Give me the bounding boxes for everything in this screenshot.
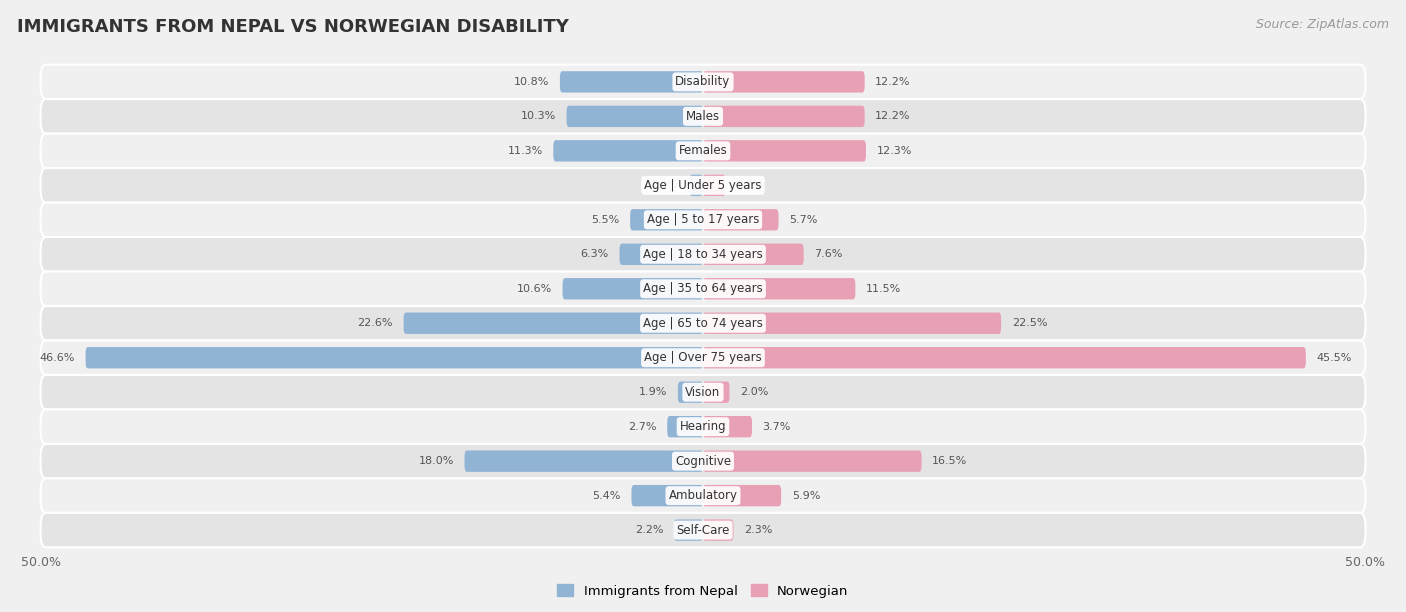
Text: Vision: Vision: [685, 386, 721, 398]
FancyBboxPatch shape: [560, 71, 703, 92]
Text: 10.8%: 10.8%: [515, 77, 550, 87]
Text: Age | 65 to 74 years: Age | 65 to 74 years: [643, 317, 763, 330]
Text: 22.6%: 22.6%: [357, 318, 392, 328]
FancyBboxPatch shape: [703, 278, 855, 299]
Text: Age | 5 to 17 years: Age | 5 to 17 years: [647, 214, 759, 226]
Text: Males: Males: [686, 110, 720, 123]
Text: 1.7%: 1.7%: [737, 181, 765, 190]
FancyBboxPatch shape: [41, 479, 1365, 513]
FancyBboxPatch shape: [703, 381, 730, 403]
FancyBboxPatch shape: [673, 520, 703, 541]
Text: Age | Under 5 years: Age | Under 5 years: [644, 179, 762, 192]
Text: 7.6%: 7.6%: [814, 249, 842, 259]
FancyBboxPatch shape: [690, 174, 703, 196]
FancyBboxPatch shape: [668, 416, 703, 438]
Text: Age | 35 to 64 years: Age | 35 to 64 years: [643, 282, 763, 295]
FancyBboxPatch shape: [703, 71, 865, 92]
Text: 6.3%: 6.3%: [581, 249, 609, 259]
Text: 5.7%: 5.7%: [789, 215, 817, 225]
FancyBboxPatch shape: [41, 99, 1365, 133]
Text: Ambulatory: Ambulatory: [668, 489, 738, 502]
FancyBboxPatch shape: [41, 168, 1365, 203]
Text: Self-Care: Self-Care: [676, 524, 730, 537]
Text: 12.3%: 12.3%: [876, 146, 912, 156]
FancyBboxPatch shape: [567, 106, 703, 127]
FancyBboxPatch shape: [703, 520, 734, 541]
FancyBboxPatch shape: [41, 272, 1365, 306]
FancyBboxPatch shape: [703, 347, 1306, 368]
Text: 2.2%: 2.2%: [634, 525, 664, 535]
FancyBboxPatch shape: [41, 65, 1365, 99]
Text: 3.7%: 3.7%: [762, 422, 792, 431]
Text: 5.9%: 5.9%: [792, 491, 820, 501]
Text: Age | 18 to 34 years: Age | 18 to 34 years: [643, 248, 763, 261]
FancyBboxPatch shape: [554, 140, 703, 162]
FancyBboxPatch shape: [41, 340, 1365, 375]
FancyBboxPatch shape: [41, 409, 1365, 444]
FancyBboxPatch shape: [703, 313, 1001, 334]
FancyBboxPatch shape: [703, 209, 779, 231]
Text: 11.3%: 11.3%: [508, 146, 543, 156]
FancyBboxPatch shape: [41, 133, 1365, 168]
Text: 5.5%: 5.5%: [592, 215, 620, 225]
Text: 22.5%: 22.5%: [1012, 318, 1047, 328]
FancyBboxPatch shape: [630, 209, 703, 231]
FancyBboxPatch shape: [41, 444, 1365, 479]
Text: Age | Over 75 years: Age | Over 75 years: [644, 351, 762, 364]
FancyBboxPatch shape: [41, 306, 1365, 340]
Text: 5.4%: 5.4%: [592, 491, 621, 501]
Text: 2.0%: 2.0%: [740, 387, 769, 397]
Text: 2.3%: 2.3%: [744, 525, 772, 535]
Text: 2.7%: 2.7%: [628, 422, 657, 431]
Text: Hearing: Hearing: [679, 420, 727, 433]
FancyBboxPatch shape: [703, 450, 921, 472]
FancyBboxPatch shape: [703, 244, 804, 265]
Text: 1.9%: 1.9%: [638, 387, 668, 397]
FancyBboxPatch shape: [620, 244, 703, 265]
Text: 16.5%: 16.5%: [932, 456, 967, 466]
FancyBboxPatch shape: [86, 347, 703, 368]
Text: 12.2%: 12.2%: [875, 77, 911, 87]
Text: Disability: Disability: [675, 75, 731, 88]
Text: IMMIGRANTS FROM NEPAL VS NORWEGIAN DISABILITY: IMMIGRANTS FROM NEPAL VS NORWEGIAN DISAB…: [17, 18, 569, 36]
Text: 46.6%: 46.6%: [39, 353, 75, 363]
Text: 12.2%: 12.2%: [875, 111, 911, 121]
FancyBboxPatch shape: [631, 485, 703, 506]
FancyBboxPatch shape: [404, 313, 703, 334]
FancyBboxPatch shape: [41, 375, 1365, 409]
FancyBboxPatch shape: [678, 381, 703, 403]
Text: 11.5%: 11.5%: [866, 284, 901, 294]
FancyBboxPatch shape: [41, 513, 1365, 547]
Text: 18.0%: 18.0%: [419, 456, 454, 466]
FancyBboxPatch shape: [703, 140, 866, 162]
Text: 10.6%: 10.6%: [517, 284, 553, 294]
FancyBboxPatch shape: [703, 485, 782, 506]
Legend: Immigrants from Nepal, Norwegian: Immigrants from Nepal, Norwegian: [553, 579, 853, 603]
Text: 10.3%: 10.3%: [520, 111, 555, 121]
FancyBboxPatch shape: [703, 106, 865, 127]
FancyBboxPatch shape: [41, 203, 1365, 237]
FancyBboxPatch shape: [703, 416, 752, 438]
FancyBboxPatch shape: [562, 278, 703, 299]
FancyBboxPatch shape: [703, 174, 725, 196]
FancyBboxPatch shape: [464, 450, 703, 472]
Text: Cognitive: Cognitive: [675, 455, 731, 468]
Text: Females: Females: [679, 144, 727, 157]
Text: 45.5%: 45.5%: [1316, 353, 1351, 363]
FancyBboxPatch shape: [41, 237, 1365, 272]
Text: 1.0%: 1.0%: [651, 181, 679, 190]
Text: Source: ZipAtlas.com: Source: ZipAtlas.com: [1256, 18, 1389, 31]
